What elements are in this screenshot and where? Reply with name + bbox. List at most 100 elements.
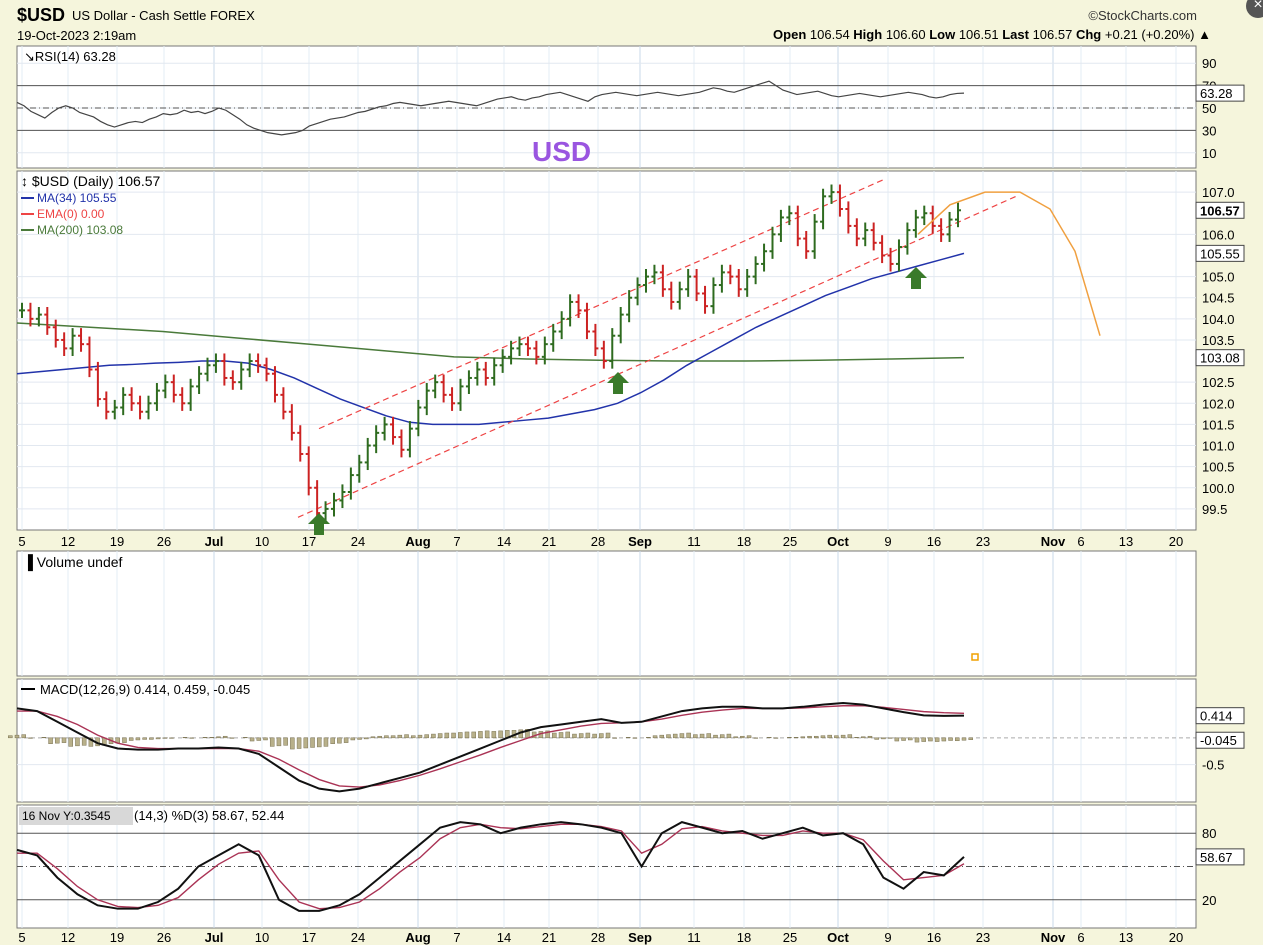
chg-label: Chg: [1075, 27, 1102, 42]
ohlc-bar: [508, 340, 515, 365]
macd-hist-bar: [719, 734, 725, 739]
macd-last-box: [1195, 731, 1245, 749]
price-tick-label: 104.5: [1202, 291, 1235, 306]
macd-hist-bar: [585, 732, 591, 739]
bottom-x-label: 19: [110, 930, 124, 945]
vol-panel: [16, 550, 1197, 677]
macd-hist-bar: [122, 737, 127, 743]
macd-hist-bar: [397, 734, 403, 739]
macd-hist-bar: [357, 737, 362, 740]
ohlc-bar: [398, 429, 405, 458]
macd-hist-bar: [867, 735, 873, 739]
bottom-x-label: Oct: [827, 930, 849, 945]
macd-hist-bar: [961, 737, 967, 741]
price-last-box: [1195, 201, 1245, 219]
ohlc-bar: [693, 268, 700, 302]
sto-tooltip: 16 Nov Y:0.3545: [22, 809, 111, 823]
macd-hist-bar: [263, 737, 268, 741]
symbol-description: US Dollar - Cash Settle FOREX: [72, 8, 255, 23]
bottom-x-label: 7: [453, 930, 460, 945]
macd-hist-bar: [229, 737, 235, 739]
macd-hist-bar: [417, 734, 423, 739]
price-tick-label: 107.0: [1202, 185, 1235, 200]
low-label: Low: [929, 27, 956, 42]
macd-hist-bar: [283, 737, 288, 746]
ohlc-bar: [626, 290, 633, 323]
ohlc-bar: [297, 425, 304, 462]
macd-hist-bar: [135, 737, 141, 741]
ohlc-bar: [921, 205, 928, 226]
macd-hist-bar: [612, 737, 618, 739]
macd-hist-bar: [646, 737, 651, 739]
macd-hist-bar: [437, 733, 443, 739]
macd-hist-bar: [887, 737, 893, 739]
macd-hist-bar: [834, 735, 839, 739]
brand-label: ©StockCharts.com: [1088, 8, 1197, 23]
usd-annotation: USD: [532, 136, 591, 167]
macd-hist-bar: [679, 733, 685, 739]
macd-hist-bar: [290, 737, 295, 750]
macd-hist-bar: [861, 736, 866, 739]
macd-hist-bar: [28, 737, 33, 739]
bottom-x-label: Nov: [1041, 930, 1066, 945]
quote-line: Open 106.54 High 106.60 Low 106.51 Last …: [773, 27, 1211, 42]
price-x-label: 7: [453, 534, 460, 549]
ohlc-bar: [516, 336, 523, 356]
ohlc-bar: [474, 361, 481, 386]
macd-hist-bar: [854, 737, 859, 739]
macd-hist-bar: [552, 732, 557, 739]
macd-hist-bar: [169, 737, 174, 739]
ohlc-bar: [137, 395, 144, 420]
ohlc-bar: [229, 370, 236, 390]
ohlc-bar: [111, 399, 118, 420]
price-panel: [16, 170, 1197, 531]
macd-hist-bar: [296, 737, 302, 749]
ohlc-bar: [718, 264, 725, 293]
macd-hist-bar: [686, 732, 691, 739]
ohlc-bar: [853, 218, 860, 247]
ohlc-bar: [373, 425, 380, 454]
macd-hist-bar: [269, 737, 275, 747]
macd-hist-bar: [605, 732, 611, 739]
ohlc-bar: [651, 264, 658, 285]
macd-hist-bar: [182, 737, 188, 739]
price-x-label: 20: [1169, 534, 1183, 549]
ohlc-bar: [668, 281, 675, 310]
bottom-x-label: Jul: [205, 930, 224, 945]
macd-last-label: 0.414: [1200, 709, 1233, 724]
rsi-tick-label: 30: [1202, 123, 1216, 138]
macd-hist-bar: [471, 731, 476, 739]
macd-hist-bar: [41, 737, 47, 739]
macd-hist-bar: [881, 737, 886, 740]
price-x-label: Jul: [205, 534, 224, 549]
macd-hist-bar: [316, 737, 322, 748]
macd-hist-bar: [478, 731, 483, 739]
bottom-x-label: 5: [18, 930, 25, 945]
ohlc-bar: [702, 285, 709, 314]
macd-hist-bar: [726, 733, 732, 739]
price-tick-label: 101.0: [1202, 439, 1235, 454]
ohlc-bar: [78, 328, 85, 352]
close-icon[interactable]: ×: [1246, 0, 1263, 18]
ohlc-bar: [836, 184, 843, 217]
price-last-label: 103.08: [1200, 351, 1240, 366]
price-x-label: Sep: [628, 534, 652, 549]
bottom-x-label: 21: [542, 930, 556, 945]
macd-hist-bar: [753, 737, 759, 739]
bottom-x-label: Aug: [405, 930, 430, 945]
ohlc-bar: [482, 361, 489, 386]
brand-name: StockCharts.com: [1098, 8, 1197, 23]
ohlc-bar: [457, 378, 464, 411]
ohlc-bar: [381, 416, 388, 441]
price-x-label: 28: [591, 534, 605, 549]
macd-title: MACD(12,26,9) 0.414, 0.459, -0.045: [40, 682, 250, 697]
bottom-x-label: 9: [884, 930, 891, 945]
macd-hist-bar: [914, 737, 920, 743]
macd-hist-bar: [545, 730, 550, 739]
macd-hist-bar: [740, 735, 745, 739]
macd-hist-bar: [451, 732, 456, 739]
price-tick-label: 103.5: [1202, 333, 1235, 348]
sto-tick-label: 20: [1202, 893, 1216, 908]
price-x-label: 14: [497, 534, 511, 549]
ohlc-bar: [339, 484, 346, 509]
